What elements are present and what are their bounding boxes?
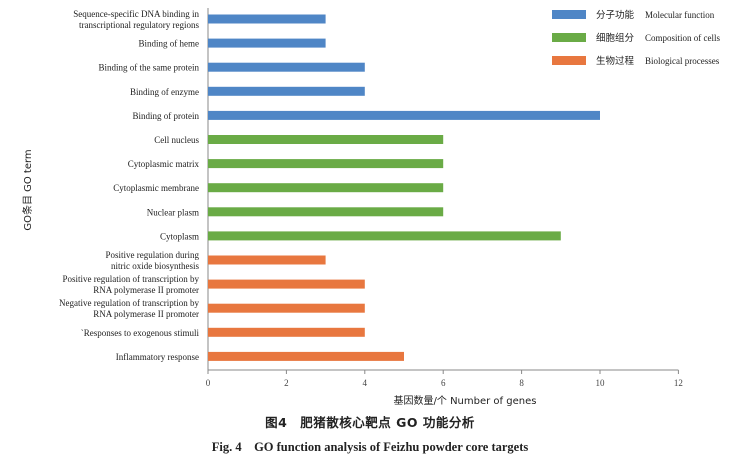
legend-swatch xyxy=(552,33,586,42)
bar xyxy=(208,159,444,169)
bar xyxy=(208,183,444,193)
figure-caption-en: Fig. 4 GO function analysis of Feizhu po… xyxy=(211,440,529,454)
legend-swatch xyxy=(552,56,586,65)
bar xyxy=(208,231,561,241)
category-label: Binding of protein xyxy=(133,111,200,121)
x-tick-label: 6 xyxy=(441,378,446,388)
x-tick-label: 8 xyxy=(519,378,524,388)
x-tick-label: 4 xyxy=(363,378,368,388)
category-label: Binding of the same protein xyxy=(99,63,200,73)
legend-label-en: Molecular function xyxy=(645,10,715,20)
category-label: nitric oxide biosynthesis xyxy=(111,261,199,271)
category-label: Positive regulation of transcription by xyxy=(63,274,200,284)
bar xyxy=(208,135,444,144)
bar xyxy=(208,14,326,24)
bar xyxy=(208,279,365,289)
category-label: Sequence-specific DNA binding in xyxy=(73,9,199,19)
x-axis-title: 基因数量/个 Number of genes xyxy=(394,394,537,407)
bar xyxy=(208,351,404,361)
category-label: Cytoplasmic membrane xyxy=(113,183,199,193)
bar xyxy=(208,86,365,96)
x-tick-label: 2 xyxy=(284,378,289,388)
bar xyxy=(208,255,326,265)
category-label: Nuclear plasm xyxy=(147,207,199,217)
category-label: `Responses to exogenous stimuli xyxy=(81,328,200,338)
category-label: Binding of enzyme xyxy=(130,87,199,97)
bar xyxy=(208,110,600,120)
x-tick-label: 10 xyxy=(596,378,606,388)
category-label: Negative regulation of transcription by xyxy=(59,298,199,308)
legend-label-cn: 生物过程 xyxy=(596,55,635,67)
category-label: Binding of heme xyxy=(139,39,200,49)
category-label: Cell nucleus xyxy=(154,135,199,145)
bar xyxy=(208,327,365,337)
category-label: Inflammatory response xyxy=(116,352,199,362)
x-tick-label: 12 xyxy=(674,378,683,388)
category-label: RNA polymerase II promoter xyxy=(93,309,199,319)
legend-label-cn: 分子功能 xyxy=(596,9,635,21)
bar xyxy=(208,38,326,48)
category-label: transcriptional regulatory regions xyxy=(79,20,199,30)
x-tick-label: 0 xyxy=(206,378,211,388)
category-label: Positive regulation during xyxy=(106,250,200,260)
legend-swatch xyxy=(552,10,586,19)
legend-label-cn: 细胞组分 xyxy=(596,32,635,44)
legend-label-en: Biological processes xyxy=(645,56,720,66)
bar xyxy=(208,207,444,217)
figure-caption-cn: 图4 肥猪散核心靶点 GO 功能分析 xyxy=(265,415,475,430)
category-label: Cytoplasmic matrix xyxy=(128,159,200,169)
category-label: Cytoplasm xyxy=(160,231,199,241)
y-axis-title: GO条目 GO term xyxy=(21,149,34,230)
bar xyxy=(208,62,365,72)
bar xyxy=(208,303,365,313)
legend-label-en: Composition of cells xyxy=(645,33,720,43)
go-bar-chart: 0 2 4 6 8 10 12 Sequence-specific DNA binding i… xyxy=(21,8,720,407)
category-label: RNA polymerase II promoter xyxy=(93,285,199,295)
